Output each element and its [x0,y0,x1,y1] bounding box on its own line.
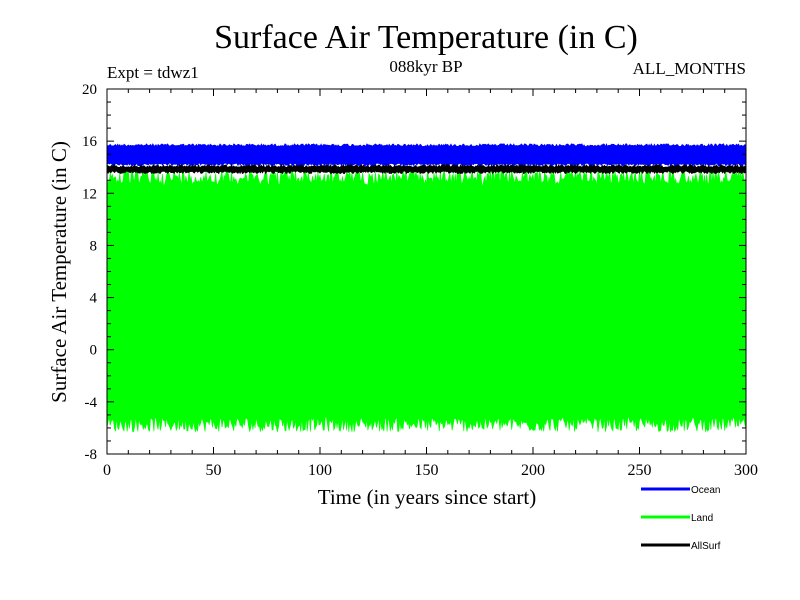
y-tick-label: 4 [90,291,98,307]
legend-item-ocean: Ocean [641,485,720,496]
legend: Ocean Land AllSurf [641,485,721,552]
y-tick-label: -8 [85,447,98,463]
x-tick-label: 200 [521,462,545,479]
x-tick-label: 150 [415,462,439,479]
period-label: 088kyr BP [389,57,462,76]
series-layer [106,143,747,433]
series-land [106,169,747,433]
x-tick-label: 250 [628,462,652,479]
y-tick-label: -4 [85,395,98,411]
expt-label: Expt = tdwz1 [107,63,199,82]
y-tick-label: 16 [82,134,98,150]
y-tick-label: 8 [90,238,98,254]
legend-label: AllSurf [691,541,721,552]
legend-label: Ocean [691,485,720,496]
series-ocean [106,143,747,167]
legend-item-land: Land [641,513,713,524]
x-tick-label: 0 [103,462,111,479]
months-label: ALL_MONTHS [633,59,746,78]
legend-item-allsurf: AllSurf [641,541,721,552]
y-tick-label: 12 [82,186,97,202]
x-tick-label: 100 [308,462,332,479]
y-tick-label: 0 [90,343,98,359]
x-tick-label: 300 [734,462,758,479]
legend-label: Land [691,513,713,524]
x-tick-label: 50 [206,462,222,479]
y-axis-label: Surface Air Temperature (in C) [47,141,71,403]
chart-title: Surface Air Temperature (in C) [214,19,638,56]
x-axis-label: Time (in years since start) [318,485,537,509]
y-tick-label: 20 [82,82,97,98]
axis-layer: 0 50 100 150 200 250 300 -8 -4 0 4 8 12 16 20 [82,82,758,479]
